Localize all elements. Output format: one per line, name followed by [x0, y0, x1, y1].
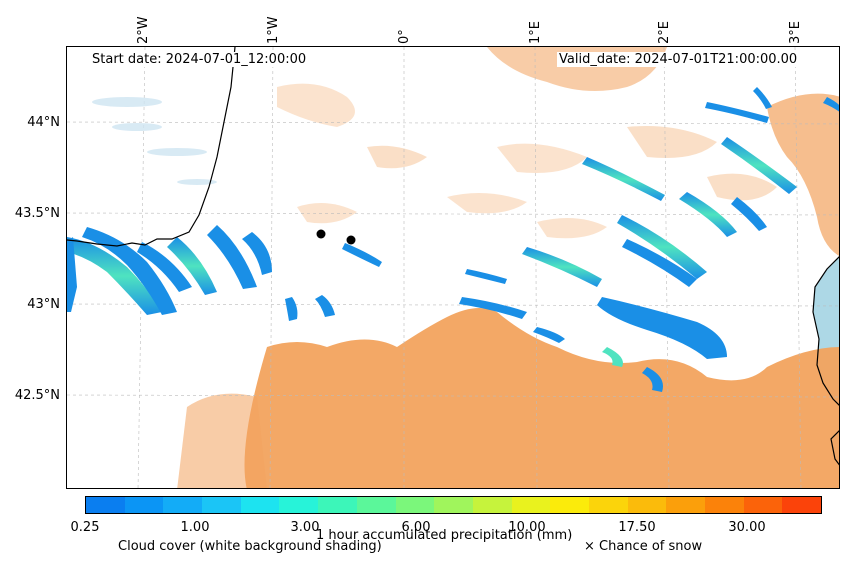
colorbar-tick-10-00: 10.00 [508, 520, 546, 535]
colorbar-tick-30-00: 30.00 [728, 520, 766, 535]
marker-point-a [316, 229, 326, 239]
colorbar-segment [472, 497, 512, 513]
lat-label-43-5n: 43.5°N [14, 206, 60, 221]
colorbar-segment [743, 497, 783, 513]
colorbar-segment [588, 497, 628, 513]
colorbar-segment [782, 497, 822, 513]
lon-label-1e: 1°E [528, 21, 543, 44]
colorbar-segment [666, 497, 705, 513]
snow-legend: × Chance of snow [584, 539, 703, 554]
colorbar-segment [550, 497, 589, 513]
colorbar-segment [356, 497, 396, 513]
precip-bands-west [67, 225, 335, 321]
faint-clouds-west [92, 97, 217, 185]
sea-west [67, 47, 235, 247]
colorbar-segment [318, 497, 357, 513]
colorbar-segment [395, 497, 435, 513]
cloud-cover-legend: Cloud cover (white background shading) [118, 539, 382, 554]
start-date-label: Start date: 2024-07-01_12:00:00 [90, 52, 309, 67]
precip-colorbar [85, 496, 822, 514]
colorbar-tick-0-25: 0.25 [70, 520, 100, 535]
colorbar-segment [86, 497, 125, 513]
lon-label-2w: 2°W [136, 16, 151, 44]
marker-point-b [346, 235, 356, 245]
lon-label-1w: 1°W [266, 16, 281, 44]
graticule [67, 47, 839, 488]
coastline-west [67, 47, 236, 247]
lat-label-43n: 43°N [27, 297, 60, 312]
coastline-east-south [830, 430, 839, 466]
map-canvas [67, 47, 839, 488]
precip-bands-east [342, 87, 839, 392]
colorbar-tick-3-00: 3.00 [290, 520, 320, 535]
colorbar-segment [279, 497, 319, 513]
colorbar-segment [511, 497, 551, 513]
lon-label-2e: 2°E [657, 21, 672, 44]
map-panel [66, 46, 840, 489]
colorbar-title: 1 hour accumulated precipitation (mm) [316, 528, 573, 543]
cloud-cover-shading [177, 47, 839, 488]
colorbar-segment [202, 497, 241, 513]
lat-label-44n: 44°N [27, 115, 60, 130]
lon-label-3e: 3°E [788, 21, 803, 44]
colorbar-segment [434, 497, 473, 513]
lon-label-0: 0° [397, 29, 412, 44]
lat-label-42-5n: 42.5°N [14, 388, 60, 403]
colorbar-segment [240, 497, 280, 513]
colorbar-segment [124, 497, 164, 513]
colorbar-tick-1-00: 1.00 [180, 520, 210, 535]
valid-date-label: Valid_date: 2024-07-01T21:00:00.00 [557, 52, 800, 67]
colorbar-segment [705, 497, 744, 513]
colorbar-segment [627, 497, 667, 513]
colorbar-tick-6-00: 6.00 [401, 520, 431, 535]
colorbar-tick-17-50: 17.50 [618, 520, 656, 535]
colorbar-segment [163, 497, 203, 513]
coastline-east [812, 256, 839, 406]
